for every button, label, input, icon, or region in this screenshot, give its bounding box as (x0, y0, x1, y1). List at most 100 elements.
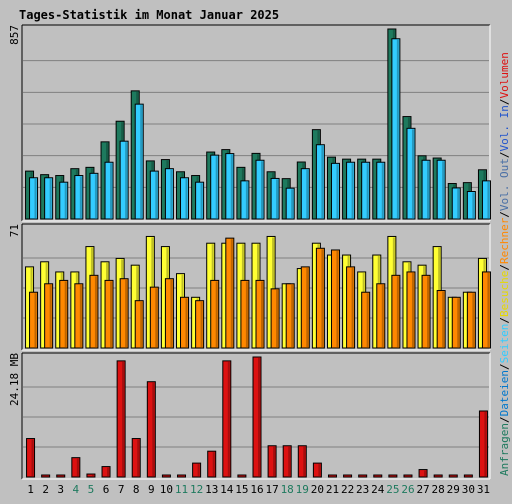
bar-rechner-day-23 (361, 291, 371, 349)
bar-volumen-day-6 (101, 466, 111, 478)
bar-rechner-day-12 (195, 300, 205, 349)
chart-legend: Anfragen/Dateien/Seiten/Besuche/Rechner/… (498, 52, 511, 476)
y-axis-labels: 857 71 24.18 MB (8, 25, 21, 406)
bar-volumen-day-28 (433, 474, 443, 478)
bar-volumen-day-11 (177, 474, 187, 478)
bar-rechner-day-2 (44, 283, 54, 349)
bar-seiten-day-2 (44, 177, 54, 220)
bar-seiten-day-13 (210, 154, 220, 220)
bar-seiten-day-25 (391, 38, 401, 220)
legend-item-2: Dateien (498, 370, 511, 416)
bar-rechner-day-27 (421, 274, 431, 349)
x-tick-label-day-29: 29 (447, 483, 460, 496)
chart-bars (25, 28, 491, 478)
bar-seiten-day-26 (406, 127, 416, 220)
bar-seiten-day-24 (376, 161, 386, 220)
bar-rechner-day-4 (74, 283, 84, 349)
x-tick-label-day-4: 4 (73, 483, 80, 496)
x-tick-label-day-19: 19 (296, 483, 309, 496)
bar-rechner-day-10 (164, 278, 174, 349)
legend-item-14: Volumen (498, 52, 511, 98)
bar-rechner-day-18 (285, 283, 295, 349)
bar-seiten-day-27 (421, 159, 431, 220)
legend-item-6: Besuche (498, 271, 511, 317)
x-tick-label-day-28: 28 (432, 483, 445, 496)
bar-seiten-day-10 (164, 168, 174, 220)
bar-rechner-day-8 (134, 300, 144, 349)
x-tick-label-day-18: 18 (281, 483, 294, 496)
bar-rechner-day-19 (300, 266, 310, 349)
bar-volumen-day-8 (131, 438, 141, 478)
legend-item-12: Vol. In (498, 105, 511, 151)
legend-item-11: / (498, 151, 511, 158)
bar-seiten-day-31 (481, 180, 491, 220)
bar-rechner-day-21 (330, 249, 340, 349)
x-tick-label-day-11: 11 (175, 483, 188, 496)
bar-volumen-day-27 (418, 469, 428, 478)
x-tick-label-day-3: 3 (57, 483, 64, 496)
bar-volumen-day-1 (26, 438, 36, 478)
x-tick-label-day-16: 16 (250, 483, 263, 496)
bar-volumen-day-26 (403, 474, 413, 478)
legend-item-4: Seiten (498, 324, 511, 364)
bar-rechner-day-16 (255, 279, 265, 349)
bar-seiten-day-16 (255, 159, 265, 220)
x-tick-label-day-12: 12 (190, 483, 203, 496)
legend-item-9: / (498, 211, 511, 218)
bar-seiten-day-11 (180, 177, 190, 220)
x-axis-day-labels: 1 2 3 4 5 6 7 8 9 10 11 12 13 14 15 16 17 18 19 20 21 22 23 24 2… (27, 483, 490, 496)
bar-rechner-day-14 (225, 237, 235, 349)
x-tick-label-day-10: 10 (160, 483, 173, 496)
bar-rechner-day-22 (346, 266, 356, 349)
bar-rechner-day-28 (436, 290, 446, 349)
y-axis-label-middle: 71 (8, 224, 21, 237)
bar-volumen-day-3 (56, 474, 66, 478)
bar-rechner-day-15 (240, 279, 250, 349)
bar-rechner-day-7 (119, 278, 129, 349)
x-tick-label-day-27: 27 (416, 483, 429, 496)
x-tick-label-day-7: 7 (118, 483, 125, 496)
legend-item-7: / (498, 264, 511, 271)
bar-volumen-day-9 (146, 381, 156, 478)
bar-rechner-day-31 (481, 271, 491, 349)
bar-rechner-day-24 (376, 283, 386, 349)
bar-seiten-day-6 (104, 161, 114, 220)
x-tick-label-day-8: 8 (133, 483, 140, 496)
bar-seiten-day-8 (134, 103, 144, 220)
bar-volumen-day-12 (192, 462, 202, 478)
bar-seiten-day-21 (330, 162, 340, 220)
bar-volumen-day-17 (267, 445, 277, 478)
bar-seiten-day-28 (436, 159, 446, 220)
legend-item-1: / (498, 416, 511, 423)
x-tick-label-day-15: 15 (235, 483, 248, 496)
x-tick-label-day-22: 22 (341, 483, 354, 496)
bar-rechner-day-1 (29, 291, 39, 349)
bar-rechner-day-5 (89, 274, 99, 349)
legend-item-8: Rechner (498, 217, 511, 264)
x-tick-label-day-23: 23 (356, 483, 369, 496)
legend-item-0: Anfragen (498, 423, 511, 476)
x-tick-label-day-5: 5 (88, 483, 95, 496)
bar-volumen-day-4 (71, 457, 81, 478)
x-tick-label-day-13: 13 (205, 483, 218, 496)
bar-rechner-day-13 (210, 279, 220, 349)
bar-seiten-day-30 (466, 191, 476, 220)
bar-seiten-day-7 (119, 140, 129, 220)
bar-volumen-day-22 (343, 474, 353, 478)
x-tick-label-day-30: 30 (462, 483, 475, 496)
bar-volumen-day-16 (252, 356, 262, 478)
chart-title: Tages-Statistik im Monat Januar 2025 (19, 8, 279, 22)
bar-rechner-day-25 (391, 274, 401, 349)
bar-rechner-day-26 (406, 271, 416, 349)
bar-rechner-day-6 (104, 279, 114, 349)
bar-volumen-day-5 (86, 473, 96, 478)
legend-item-10: Vol. Out (498, 158, 511, 211)
bar-seiten-day-5 (89, 172, 99, 220)
bar-rechner-day-11 (180, 296, 190, 349)
y-axis-label-bottom: 24.18 MB (8, 353, 21, 406)
x-tick-label-day-14: 14 (220, 483, 234, 496)
x-tick-label-day-2: 2 (42, 483, 49, 496)
bar-seiten-day-9 (149, 170, 159, 220)
